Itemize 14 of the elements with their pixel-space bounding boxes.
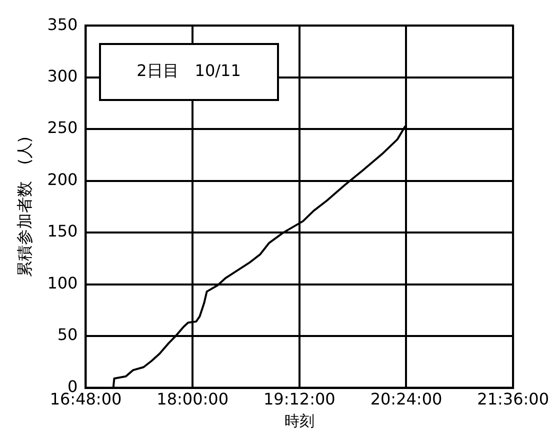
y-tick-label: 100	[47, 273, 78, 292]
x-tick-label: 21:36:00	[477, 390, 549, 409]
x-tick-label: 18:00:00	[156, 390, 228, 409]
y-tick-label: 250	[47, 118, 78, 138]
text-box: 2日目 10/11	[98, 42, 279, 101]
x-axis-title: 時刻	[284, 412, 314, 430]
y-tick-label: 200	[47, 170, 78, 189]
x-tick-label: 19:12:00	[263, 390, 336, 409]
y-tick-label: 300	[47, 66, 78, 86]
y-tick-label: 50	[57, 325, 78, 344]
x-tick-label: 20:24:00	[370, 390, 442, 409]
y-axis-title: 累積参加者数 (人)	[14, 136, 34, 277]
y-tick-label: 350	[47, 14, 78, 34]
y-tick-label: 150	[47, 222, 78, 241]
